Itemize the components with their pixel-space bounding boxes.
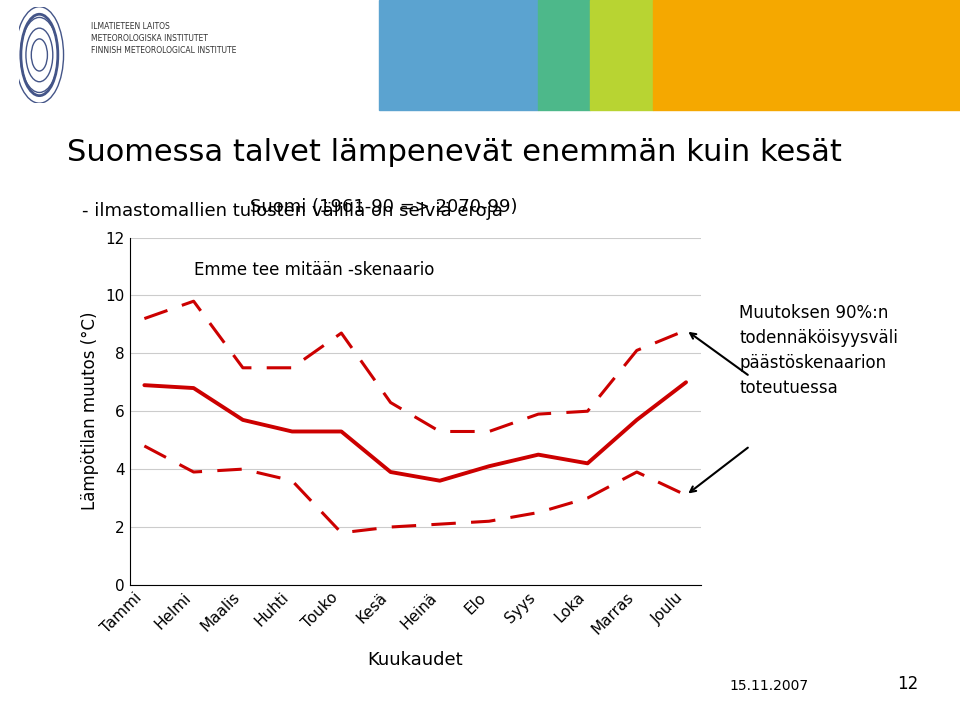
Text: ILMATIETEEN LAITOS
METEOROLOGISKA INSTITUTET
FINNISH METEOROLOGICAL INSTITUTE: ILMATIETEEN LAITOS METEOROLOGISKA INSTIT… (91, 22, 236, 55)
Text: Suomessa talvet lämpenevät enemmän kuin kesät: Suomessa talvet lämpenevät enemmän kuin … (67, 138, 842, 167)
Bar (379, 0, 538, 110)
Y-axis label: Lämpötilan muutos (°C): Lämpötilan muutos (°C) (81, 312, 99, 510)
Text: Emme tee mitään -skenaario: Emme tee mitään -skenaario (194, 261, 434, 279)
Bar (538, 0, 590, 110)
Text: - ilmastomallien tulosten välillä on selviä eroja: - ilmastomallien tulosten välillä on sel… (82, 202, 502, 220)
Text: Muutoksen 90%:n
todennäköisyysväli
päästöskenaarion
toteutuessa: Muutoksen 90%:n todennäköisyysväli pääst… (739, 304, 898, 398)
Text: 12: 12 (898, 676, 919, 693)
Bar (590, 0, 653, 110)
X-axis label: Kuukaudet: Kuukaudet (368, 652, 463, 669)
Text: 15.11.2007: 15.11.2007 (730, 679, 808, 693)
Bar (653, 0, 960, 110)
Text: Suomi (1961-90 => 2070-99): Suomi (1961-90 => 2070-99) (251, 199, 517, 216)
